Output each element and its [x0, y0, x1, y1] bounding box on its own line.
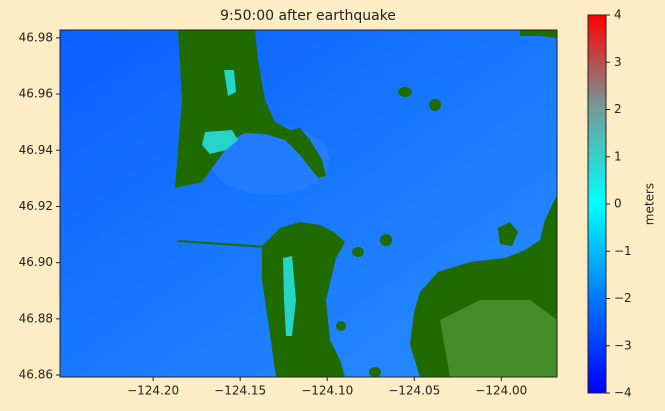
colorbar-tick-label: 1	[614, 149, 622, 163]
colorbar-tick-label: 4	[614, 8, 622, 22]
land	[410, 195, 557, 377]
colorbar-tick-label: 0	[614, 197, 622, 211]
x-tick-label: −124.20	[127, 384, 179, 398]
map-field	[60, 30, 557, 377]
chart-title: 9:50:00 after earthquake	[220, 8, 396, 24]
y-tick-label: 46.94	[19, 143, 53, 157]
colorbar-tick-label: −1	[614, 244, 632, 258]
y-tick-label: 46.86	[19, 368, 53, 382]
y-tick-label: 46.96	[19, 87, 53, 101]
flooded-area	[202, 130, 238, 154]
y-tick-label: 46.98	[19, 30, 53, 44]
land	[177, 240, 267, 248]
island	[380, 234, 392, 246]
flooded-area	[283, 256, 296, 336]
colorbar-tick-label: 2	[614, 102, 622, 116]
colorbar-tick-label: −2	[614, 291, 632, 305]
plot-frame	[59, 29, 558, 378]
island	[336, 321, 346, 331]
land	[520, 30, 557, 38]
island	[398, 87, 412, 97]
flooded-area	[224, 70, 236, 96]
terrain	[440, 300, 557, 377]
colorbar	[587, 14, 607, 394]
x-tick-label: −124.10	[301, 384, 353, 398]
land	[498, 222, 518, 246]
y-tick-label: 46.90	[19, 255, 53, 269]
land	[262, 222, 345, 377]
x-tick-label: −124.05	[388, 384, 440, 398]
colorbar-label: meters	[643, 183, 657, 225]
colorbar-tick-label: −4	[614, 386, 632, 400]
y-tick-label: 46.92	[19, 199, 53, 213]
y-tick-label: 46.88	[19, 311, 53, 325]
island	[429, 99, 441, 111]
island	[369, 367, 381, 377]
island	[352, 247, 364, 257]
x-tick-label: −124.15	[214, 384, 266, 398]
colorbar-tick-label: −3	[614, 338, 632, 352]
colorbar-tick-label: 3	[614, 55, 622, 69]
x-tick-label: −124.00	[475, 384, 527, 398]
